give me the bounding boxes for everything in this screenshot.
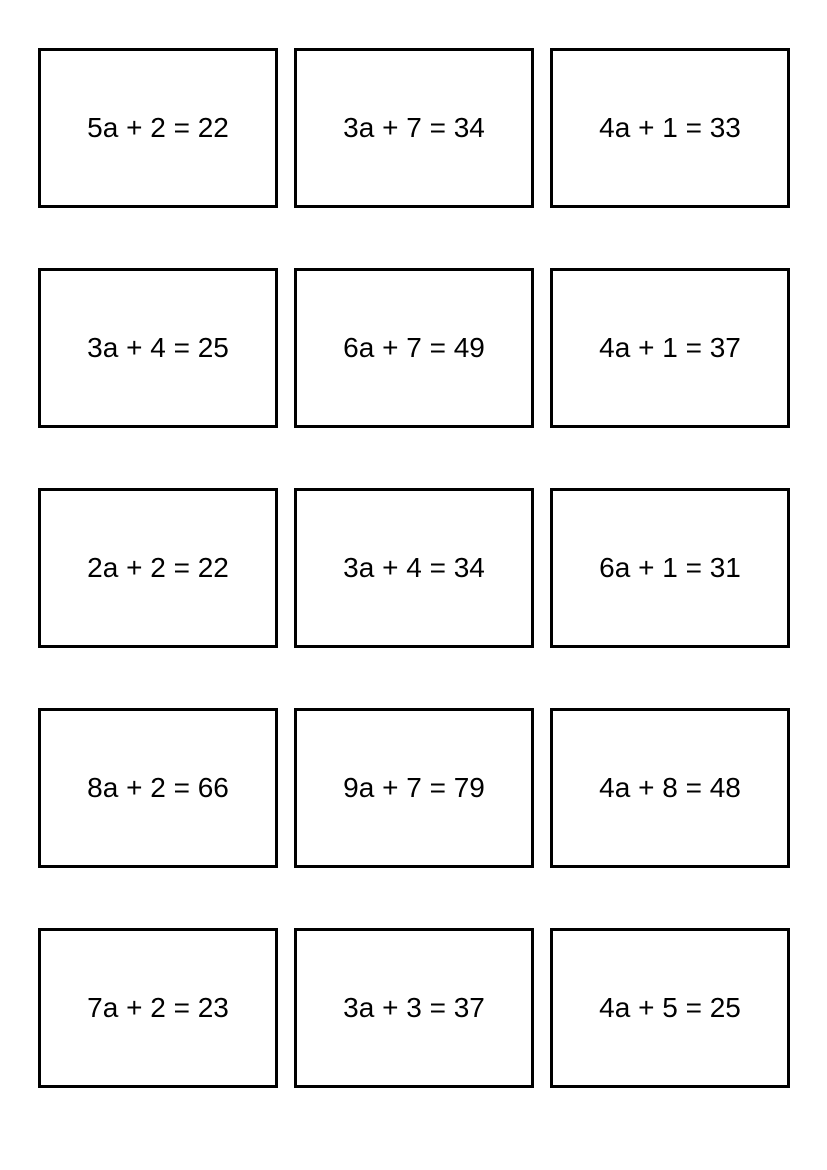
equation-text: 6a + 1 = 31 <box>599 552 741 584</box>
equation-card: 3a + 4 = 25 <box>38 268 278 428</box>
equation-text: 3a + 4 = 34 <box>343 552 485 584</box>
equation-text: 2a + 2 = 22 <box>87 552 229 584</box>
equation-card: 7a + 2 = 23 <box>38 928 278 1088</box>
equation-card: 5a + 2 = 22 <box>38 48 278 208</box>
equation-text: 5a + 2 = 22 <box>87 112 229 144</box>
equation-card: 3a + 3 = 37 <box>294 928 534 1088</box>
equation-card: 9a + 7 = 79 <box>294 708 534 868</box>
equation-text: 3a + 7 = 34 <box>343 112 485 144</box>
equation-card: 3a + 4 = 34 <box>294 488 534 648</box>
equation-text: 6a + 7 = 49 <box>343 332 485 364</box>
equation-text: 8a + 2 = 66 <box>87 772 229 804</box>
equation-text: 3a + 4 = 25 <box>87 332 229 364</box>
equation-card: 3a + 7 = 34 <box>294 48 534 208</box>
equation-text: 4a + 8 = 48 <box>599 772 741 804</box>
equation-text: 4a + 1 = 37 <box>599 332 741 364</box>
equation-card: 8a + 2 = 66 <box>38 708 278 868</box>
equation-card: 6a + 7 = 49 <box>294 268 534 428</box>
equation-card: 2a + 2 = 22 <box>38 488 278 648</box>
equation-text: 9a + 7 = 79 <box>343 772 485 804</box>
equation-grid: 5a + 2 = 22 3a + 7 = 34 4a + 1 = 33 3a +… <box>38 48 827 1088</box>
equation-card: 4a + 5 = 25 <box>550 928 790 1088</box>
equation-text: 4a + 1 = 33 <box>599 112 741 144</box>
equation-card: 6a + 1 = 31 <box>550 488 790 648</box>
equation-card: 4a + 8 = 48 <box>550 708 790 868</box>
equation-text: 3a + 3 = 37 <box>343 992 485 1024</box>
equation-text: 7a + 2 = 23 <box>87 992 229 1024</box>
equation-card: 4a + 1 = 33 <box>550 48 790 208</box>
equation-card: 4a + 1 = 37 <box>550 268 790 428</box>
worksheet-page: 5a + 2 = 22 3a + 7 = 34 4a + 1 = 33 3a +… <box>0 0 827 1170</box>
equation-text: 4a + 5 = 25 <box>599 992 741 1024</box>
